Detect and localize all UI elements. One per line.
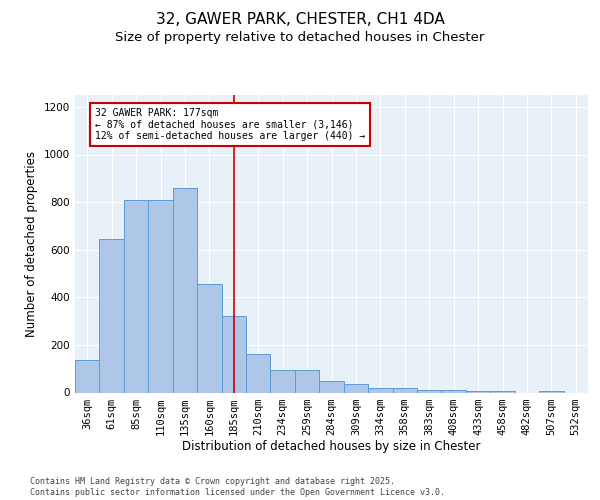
Bar <box>442 390 466 392</box>
Text: Contains HM Land Registry data © Crown copyright and database right 2025.
Contai: Contains HM Land Registry data © Crown c… <box>30 478 445 497</box>
Bar <box>295 370 319 392</box>
X-axis label: Distribution of detached houses by size in Chester: Distribution of detached houses by size … <box>182 440 481 454</box>
Bar <box>148 200 173 392</box>
Text: 32, GAWER PARK, CHESTER, CH1 4DA: 32, GAWER PARK, CHESTER, CH1 4DA <box>155 12 445 28</box>
Bar <box>271 370 295 392</box>
Y-axis label: Number of detached properties: Number of detached properties <box>25 151 38 337</box>
Bar <box>417 390 442 392</box>
Bar <box>344 384 368 392</box>
Bar <box>100 239 124 392</box>
Bar <box>173 188 197 392</box>
Bar <box>75 360 100 392</box>
Text: Size of property relative to detached houses in Chester: Size of property relative to detached ho… <box>115 31 485 44</box>
Bar <box>319 380 344 392</box>
Text: 32 GAWER PARK: 177sqm
← 87% of detached houses are smaller (3,146)
12% of semi-d: 32 GAWER PARK: 177sqm ← 87% of detached … <box>95 108 365 142</box>
Bar <box>124 200 148 392</box>
Bar <box>197 284 221 393</box>
Bar <box>246 354 271 393</box>
Bar <box>392 388 417 392</box>
Bar <box>221 316 246 392</box>
Bar <box>368 388 392 392</box>
